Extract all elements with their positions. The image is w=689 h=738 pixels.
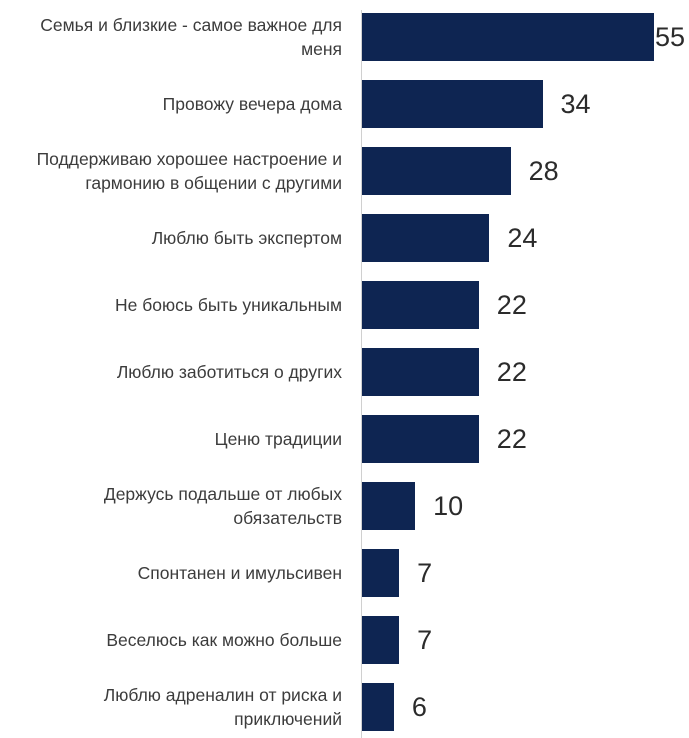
bar	[362, 214, 490, 262]
bar	[362, 415, 479, 463]
value-label: 22	[496, 424, 527, 454]
value-label: 24	[507, 223, 538, 253]
category-label: Семья и близкие - самое важное для меня	[40, 15, 342, 59]
category-label: Люблю заботиться о других	[116, 362, 342, 382]
bar	[362, 616, 400, 664]
category-label: Провожу вечера дома	[162, 94, 342, 114]
value-label: 22	[496, 357, 527, 387]
bar	[362, 147, 511, 195]
category-label: Спонтанен и имульсивен	[137, 563, 342, 583]
category-label: Люблю адреналин от риска и приключений	[103, 685, 342, 729]
bar	[362, 549, 400, 597]
category-label: Поддерживаю хорошее настроение и гармони…	[36, 149, 342, 193]
category-axis-line	[361, 10, 362, 738]
bar	[362, 482, 416, 530]
value-label: 34	[560, 89, 591, 119]
category-label: Люблю быть экспертом	[151, 228, 342, 248]
value-label: 22	[496, 290, 527, 320]
category-label: Веселюсь как можно больше	[106, 630, 342, 650]
bar	[362, 683, 394, 731]
category-label: Держусь подальше от любых обязательств	[103, 484, 342, 528]
value-label: 6	[411, 692, 427, 722]
bar	[362, 348, 479, 396]
value-label: 28	[528, 156, 559, 186]
bar	[362, 13, 654, 61]
bar	[362, 80, 543, 128]
category-label: Не боюсь быть уникальным	[114, 295, 342, 315]
bar	[362, 281, 479, 329]
value-label: 7	[417, 625, 433, 655]
value-label: 10	[433, 491, 464, 521]
value-label: 55	[655, 22, 686, 52]
category-label: Ценю традиции	[214, 429, 342, 449]
value-label: 7	[417, 558, 433, 588]
